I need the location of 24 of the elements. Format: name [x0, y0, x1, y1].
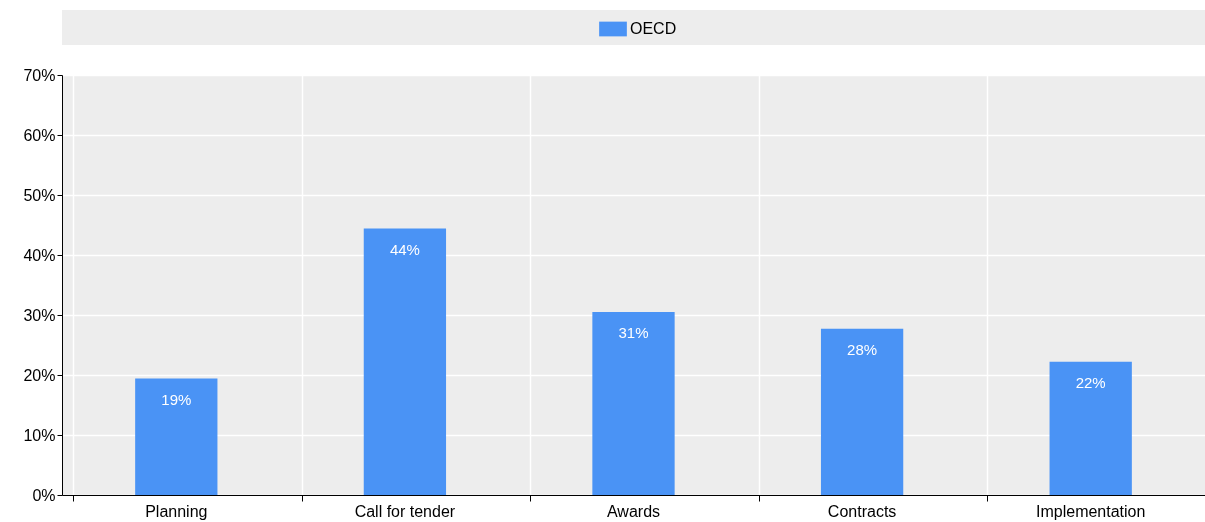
x-tick-label: Call for tender	[354, 502, 456, 520]
bar	[1049, 361, 1132, 495]
x-tick-label: Contracts	[827, 502, 897, 520]
data-label: 31%	[618, 324, 649, 341]
bar	[820, 328, 904, 495]
data-label: 22%	[1075, 373, 1106, 391]
legend-label: OECD	[630, 20, 677, 37]
data-label: 28%	[847, 340, 878, 358]
y-tick-label: 50%	[23, 186, 56, 204]
y-tick-label: 70%	[23, 66, 56, 84]
x-tick-label: Implementation	[1036, 502, 1146, 520]
y-tick-label: 30%	[23, 306, 56, 324]
y-tick-label: 20%	[23, 366, 56, 384]
x-tick-label: Awards	[606, 502, 661, 520]
bar	[363, 228, 447, 495]
bar	[592, 312, 675, 495]
bar	[135, 378, 218, 495]
y-tick-label: 60%	[23, 126, 56, 144]
y-tick-label: 10%	[23, 426, 56, 444]
x-tick-label: Planning	[145, 502, 208, 520]
y-tick-label: 40%	[23, 246, 56, 264]
y-tick-label: 0%	[32, 486, 56, 504]
data-label: 44%	[389, 240, 420, 258]
data-label: 19%	[161, 390, 192, 408]
